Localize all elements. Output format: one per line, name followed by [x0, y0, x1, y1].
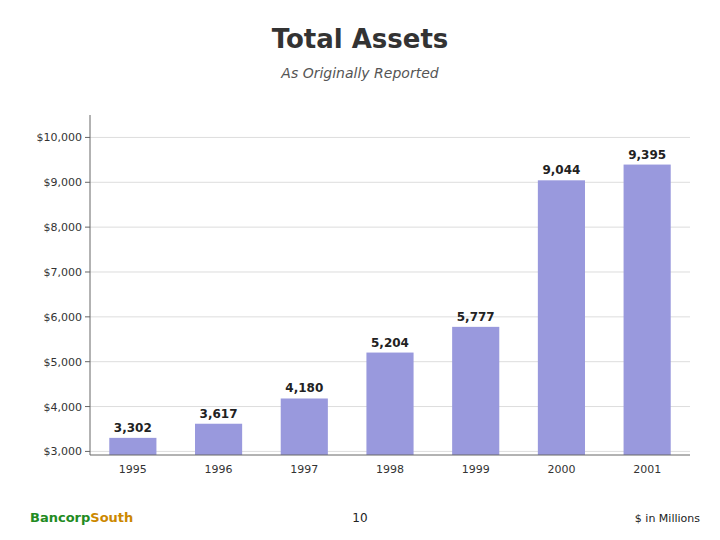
bars	[109, 165, 670, 455]
subtitle: As Originally Reported	[280, 65, 438, 81]
bar	[195, 424, 242, 455]
data-label: 3,617	[200, 407, 238, 421]
x-tick-label: 1996	[205, 463, 233, 476]
grid-line	[90, 227, 690, 228]
bar	[624, 165, 671, 455]
y-tick	[85, 227, 90, 228]
y-tick-label: $3,000	[44, 445, 83, 458]
y-tick	[85, 451, 90, 452]
y-tick	[85, 361, 90, 362]
grid-line	[90, 182, 690, 183]
y-tick-label: $8,000	[44, 221, 83, 234]
data-label: 5,777	[457, 310, 495, 324]
data-label: 9,395	[628, 148, 666, 162]
x-tick-label: 2001	[633, 463, 661, 476]
y-tick-label: $4,000	[44, 401, 83, 414]
bar	[281, 398, 328, 455]
y-tick	[85, 271, 90, 272]
data-label: 3,302	[114, 421, 152, 435]
data-labels: 3,302 3,617 4,180 5,204 5,777 9,044 9,395	[114, 148, 666, 435]
bar	[538, 180, 585, 455]
x-tick-label: 2000	[547, 463, 575, 476]
logo-part: Bancorp	[30, 510, 90, 525]
y-tick-label: $6,000	[44, 311, 83, 324]
y-axis	[90, 115, 91, 455]
bar	[452, 327, 499, 455]
logo-text: BancorpSouth	[30, 510, 133, 525]
data-label: 9,044	[542, 163, 580, 177]
chart-container: Total Assets As Originally Reported $3,000…	[0, 0, 720, 540]
x-axis	[90, 455, 690, 456]
y-tick-label: $7,000	[44, 266, 83, 279]
grid-line	[90, 316, 690, 317]
data-label: 4,180	[285, 381, 323, 395]
y-tick-label: $5,000	[44, 356, 83, 369]
chart-svg: Total Assets As Originally Reported $3,000…	[0, 0, 720, 540]
data-label: 5,204	[371, 336, 409, 350]
y-tick-label: $9,000	[44, 176, 83, 189]
x-tick-label: 1997	[290, 463, 318, 476]
grid-line	[90, 271, 690, 272]
y-tick	[85, 182, 90, 183]
y-tick	[85, 406, 90, 407]
y-tick	[85, 137, 90, 138]
page-number: 10	[352, 511, 367, 525]
unit-note: $ in Millions	[635, 512, 700, 525]
grid-line	[90, 137, 690, 138]
x-tick-label: 1995	[119, 463, 147, 476]
y-tick-label: $10,000	[37, 131, 83, 144]
bar	[109, 438, 156, 455]
x-tick-label: 1998	[376, 463, 404, 476]
logo-part: South	[90, 510, 133, 525]
title: Total Assets	[272, 24, 449, 54]
x-tick-label: 1999	[462, 463, 490, 476]
y-tick	[85, 316, 90, 317]
bar	[366, 353, 413, 455]
